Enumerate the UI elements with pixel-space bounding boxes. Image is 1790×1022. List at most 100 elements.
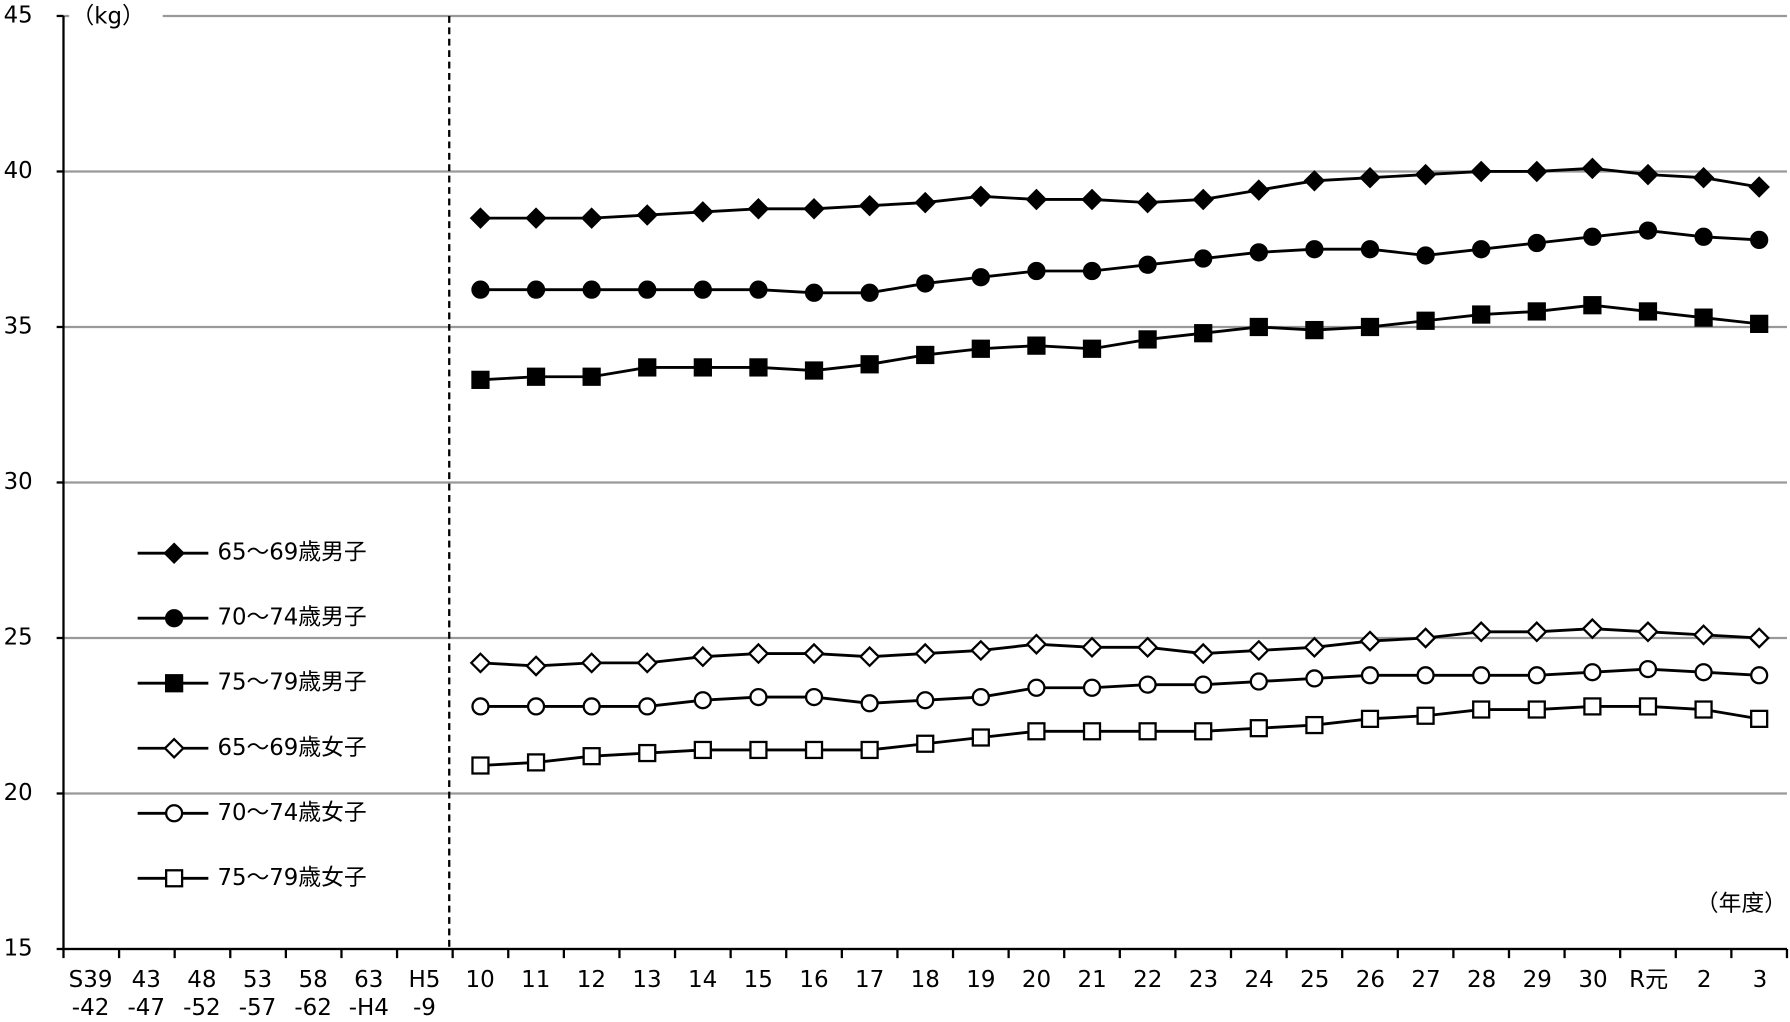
x-tick-label: 13 [632,966,662,993]
marker [1637,163,1659,186]
marker [804,283,824,302]
x-tick-label: 63 -H4 [348,966,389,1021]
marker [1416,666,1435,685]
marker [1305,240,1324,259]
marker [1750,666,1769,685]
x-tick-label: S39 -42 [68,966,113,1021]
x-tick-label: 14 [688,966,718,993]
marker [1136,191,1159,214]
series-line [480,166,1760,220]
marker [1750,709,1769,728]
legend-label: 70～74歳男子 [217,605,366,631]
x-tick-label: 10 [465,966,495,993]
marker [1527,666,1546,685]
marker [1638,697,1658,716]
marker [1138,330,1157,349]
marker [582,697,601,716]
marker [1248,639,1270,662]
marker [803,198,825,220]
x-tick-label: 53 -57 [238,966,277,1021]
marker [749,358,768,377]
marker [1359,630,1381,652]
marker [471,697,490,716]
x-tick-label: 16 [799,966,829,993]
marker [803,642,825,665]
x-tick-label: 29 [1522,966,1552,993]
marker [971,339,990,358]
marker [1527,233,1546,253]
y-tick-label: 45 [4,2,33,28]
x-tick-label: H5 -9 [408,966,441,1021]
marker [638,697,657,716]
marker [916,345,935,365]
y-tick-label: 25 [4,624,33,650]
marker [1138,255,1157,274]
legend-label: 65～69歳女子 [217,735,366,761]
marker [1305,715,1324,735]
marker [970,185,992,208]
x-tick-label: 48 -52 [183,966,221,1021]
series-line [480,229,1760,295]
marker [1748,176,1770,198]
marker [1583,227,1602,246]
legend-label: 75～79歳男子 [217,670,366,696]
marker [971,268,990,287]
x-tick-label: 58 -62 [294,966,332,1021]
marker [526,697,546,716]
marker [580,207,603,229]
series-line [480,667,1760,708]
marker [1025,633,1048,655]
marker [916,691,935,710]
marker [1414,163,1437,186]
y-tick-label: 20 [4,780,33,806]
marker [749,687,768,707]
marker [1027,261,1046,281]
marker [526,367,546,386]
marker [1249,719,1268,738]
marker [1081,188,1103,211]
x-tick-label: 11 [521,966,551,993]
marker [1472,305,1491,324]
marker [1192,642,1214,665]
marker [693,280,712,299]
marker [1581,617,1604,640]
legend-marker [164,609,184,628]
x-tick-label: 2 [1696,966,1712,993]
marker [747,198,770,220]
x-unit-label: （年度） [1696,891,1787,917]
marker [971,687,990,707]
marker [1303,170,1326,192]
marker [916,734,935,753]
marker [1194,249,1213,268]
marker [525,655,547,677]
marker [1583,697,1602,716]
marker [1472,666,1491,685]
marker [1638,659,1658,679]
marker [1416,311,1435,330]
legend-marker [163,542,185,564]
marker [469,652,492,674]
marker [1638,302,1658,321]
marker [1192,188,1214,211]
marker [1526,160,1548,183]
marker [1638,221,1658,240]
marker [860,740,879,760]
marker [1305,320,1324,340]
marker [914,642,936,665]
marker [638,358,657,377]
marker [1472,700,1491,719]
marker [1082,261,1102,281]
legend-marker [163,737,185,759]
marker [1082,678,1102,697]
marker [860,283,879,302]
marker [1027,722,1046,741]
marker [1527,302,1546,321]
marker [1750,314,1769,333]
marker [693,358,712,377]
marker [1583,296,1602,315]
marker [1692,624,1715,646]
marker [1136,636,1159,659]
legend-marker [164,674,184,693]
marker [1248,179,1270,201]
